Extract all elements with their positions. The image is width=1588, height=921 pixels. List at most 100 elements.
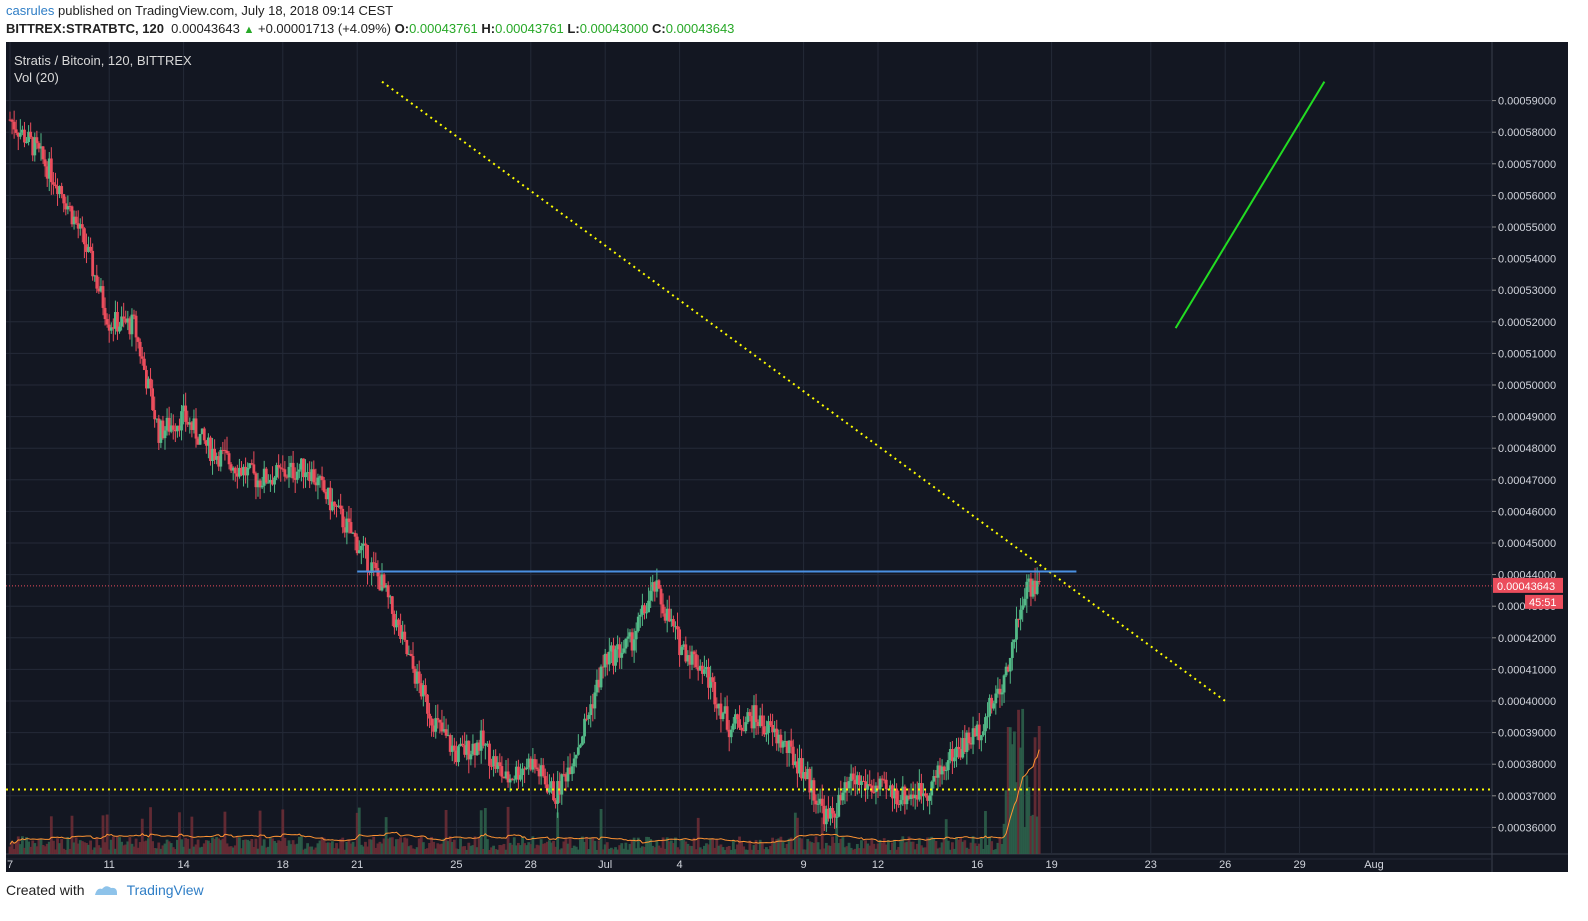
- candle-body: [111, 327, 115, 329]
- candle-body: [349, 522, 353, 534]
- series-title[interactable]: Stratis / Bitcoin, 120, BITTREX: [14, 53, 192, 68]
- candle-body: [70, 206, 74, 225]
- volume-bar: [779, 836, 783, 854]
- candle-body: [934, 776, 938, 778]
- candle-body: [762, 726, 766, 735]
- volume-bar: [56, 838, 59, 854]
- candle-body: [940, 766, 944, 775]
- volume-bar: [661, 837, 665, 854]
- tradingview-link[interactable]: TradingView: [126, 882, 204, 898]
- candle-body: [558, 781, 562, 795]
- volume-bar: [711, 838, 715, 854]
- candle-body: [1033, 580, 1037, 594]
- candle-body: [105, 319, 109, 325]
- price-chart[interactable]: 0.00059000 0.00058000 0.00057000 0.00056000…: [0, 0, 1588, 880]
- volume-bar: [428, 843, 431, 854]
- volume-bar: [951, 842, 954, 854]
- candle-body: [812, 780, 816, 801]
- volume-bar: [1010, 744, 1014, 854]
- candle-body: [118, 326, 121, 332]
- open-value: 0.00043761: [409, 21, 478, 36]
- candle-body: [614, 649, 617, 666]
- candle-body: [438, 719, 442, 723]
- candle-body: [907, 795, 911, 799]
- candle-body: [72, 216, 76, 225]
- candle-body: [41, 146, 45, 160]
- volume-bar: [229, 846, 233, 854]
- volume-bar: [477, 836, 481, 854]
- volume-bars: [8, 708, 1041, 854]
- volume-bar: [767, 849, 770, 854]
- volume-bar: [709, 838, 712, 854]
- drawings[interactable]: [6, 80, 1492, 791]
- volume-bar: [99, 847, 103, 854]
- volume-bar: [610, 847, 613, 854]
- candle-body: [225, 450, 229, 454]
- candle-body: [889, 785, 892, 789]
- author-link[interactable]: casrules: [6, 3, 55, 18]
- volume-bar: [469, 845, 473, 854]
- volume-bar: [595, 849, 599, 854]
- candle-body: [926, 795, 929, 801]
- volume-bar: [942, 839, 946, 854]
- volume-bar: [132, 846, 136, 854]
- price-tick-label: 0.00053000: [1498, 285, 1556, 297]
- volume-bar: [963, 840, 967, 854]
- candle-body: [752, 705, 756, 729]
- volume-bar: [397, 839, 400, 854]
- volume-bar: [831, 836, 834, 854]
- volume-bar: [612, 849, 615, 854]
- candle-body: [998, 688, 1002, 695]
- volume-bar: [750, 849, 754, 854]
- price-tick-label: 0.00049000: [1498, 412, 1556, 424]
- candle-body: [779, 734, 783, 748]
- volume-bar: [1017, 709, 1020, 854]
- candle-body: [134, 315, 138, 338]
- volume-bar: [576, 849, 580, 854]
- candle-body: [167, 417, 171, 432]
- volume-bar: [684, 841, 688, 854]
- volume-bar: [490, 847, 493, 854]
- candle-body: [258, 480, 262, 488]
- volume-bar: [1035, 816, 1039, 854]
- volume-bar: [820, 817, 824, 854]
- volume-bar: [461, 846, 464, 854]
- volume-bar: [624, 842, 628, 854]
- volume-bar: [351, 841, 355, 854]
- candle-body: [157, 418, 161, 443]
- volume-bar: [171, 847, 175, 854]
- time-tick-label: 29: [1293, 859, 1305, 871]
- volume-bar: [781, 841, 785, 854]
- candle-body: [533, 759, 537, 768]
- volume-bar: [339, 838, 343, 854]
- volume-bar: [692, 837, 696, 854]
- volume-bar: [979, 837, 983, 854]
- volume-bar: [366, 846, 369, 854]
- candle-body: [901, 786, 905, 801]
- candle-body: [913, 794, 917, 799]
- candle-body: [314, 482, 318, 486]
- volume-legend[interactable]: Vol (20): [14, 70, 59, 85]
- time-scale-background[interactable]: [6, 854, 1492, 872]
- candle-body: [248, 463, 252, 468]
- candle-body: [246, 467, 250, 476]
- candle-body: [80, 224, 84, 229]
- candle-body: [488, 743, 491, 766]
- candle-body: [130, 314, 134, 335]
- price-scale-background[interactable]: [1492, 42, 1568, 872]
- volume-bar: [696, 817, 700, 854]
- time-tick-label: 16: [971, 859, 983, 871]
- volume-bar: [459, 838, 462, 854]
- candle-body: [636, 616, 640, 631]
- volume-bar: [717, 845, 721, 854]
- candle-body: [967, 732, 971, 744]
- candle-body: [866, 784, 870, 790]
- volume-bar: [178, 812, 181, 854]
- candle-body: [405, 639, 409, 655]
- volume-bar: [277, 840, 281, 854]
- volume-bar: [163, 843, 167, 854]
- candle-body: [899, 800, 903, 805]
- candle-body: [550, 781, 553, 789]
- volume-bar: [909, 841, 913, 854]
- candle-body: [254, 473, 258, 488]
